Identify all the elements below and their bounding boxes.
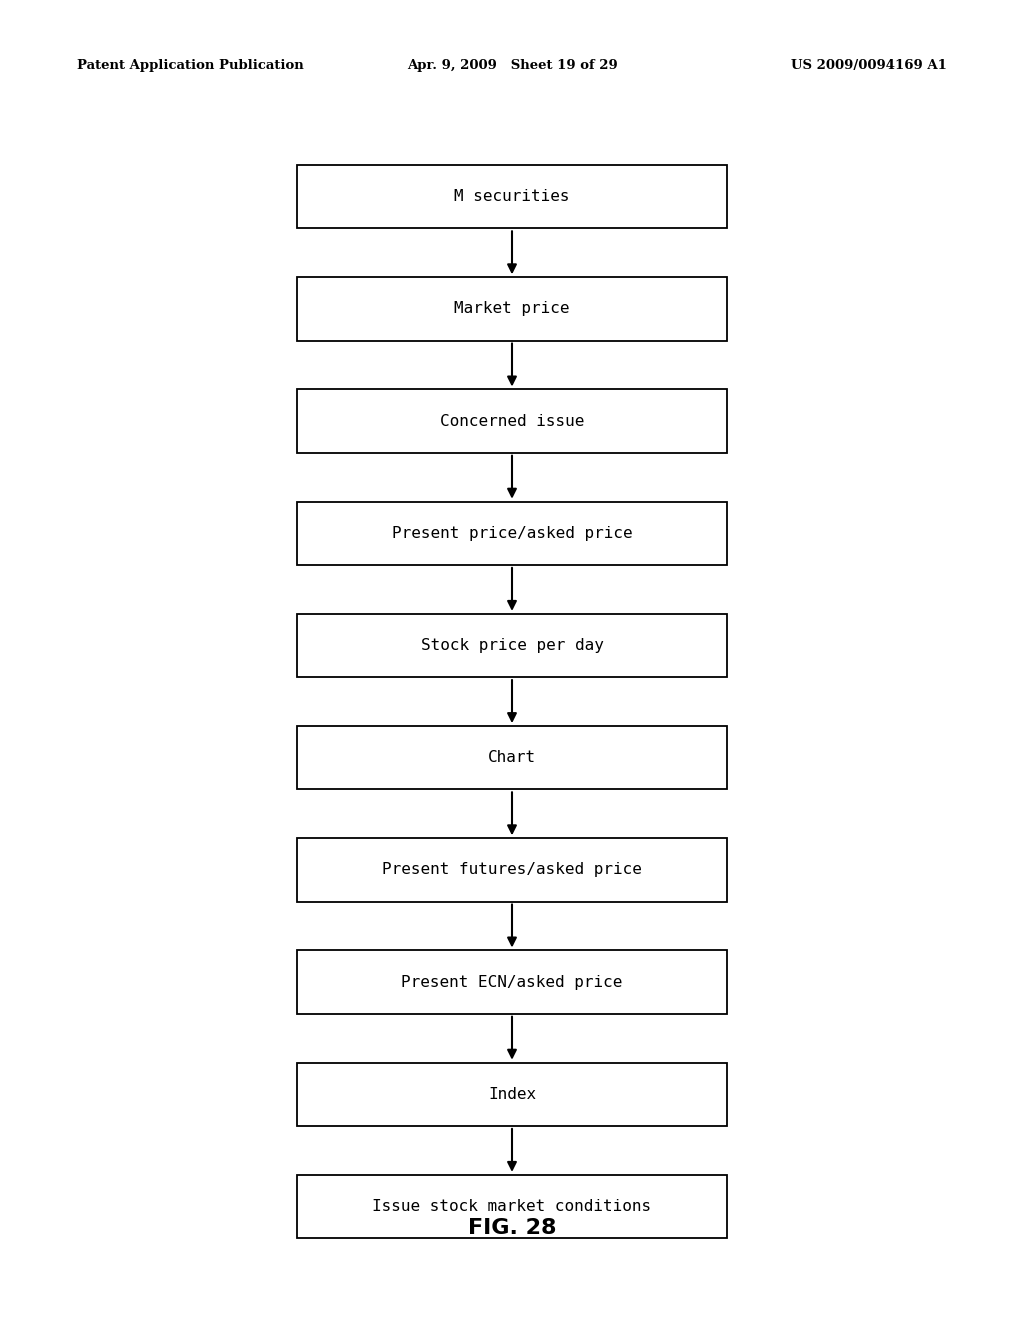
Text: Apr. 9, 2009   Sheet 19 of 29: Apr. 9, 2009 Sheet 19 of 29 [407, 59, 617, 73]
Bar [297, 1063, 727, 1126]
Text: Market price: Market price [455, 301, 569, 317]
Text: Present futures/asked price: Present futures/asked price [382, 862, 642, 878]
Text: Stock price per day: Stock price per day [421, 638, 603, 653]
Text: Concerned issue: Concerned issue [440, 413, 584, 429]
Bar [297, 389, 727, 453]
Text: Issue stock market conditions: Issue stock market conditions [373, 1199, 651, 1214]
Text: US 2009/0094169 A1: US 2009/0094169 A1 [792, 59, 947, 73]
Text: M securities: M securities [455, 189, 569, 205]
Bar [297, 502, 727, 565]
Bar [297, 838, 727, 902]
Text: Chart: Chart [488, 750, 536, 766]
Text: Present ECN/asked price: Present ECN/asked price [401, 974, 623, 990]
Text: Patent Application Publication: Patent Application Publication [77, 59, 303, 73]
Bar [297, 1175, 727, 1238]
Bar [297, 950, 727, 1014]
Bar [297, 726, 727, 789]
Bar [297, 165, 727, 228]
Text: Present price/asked price: Present price/asked price [392, 525, 632, 541]
Text: FIG. 28: FIG. 28 [468, 1217, 556, 1238]
Text: Index: Index [488, 1086, 536, 1102]
Bar [297, 614, 727, 677]
Bar [297, 277, 727, 341]
